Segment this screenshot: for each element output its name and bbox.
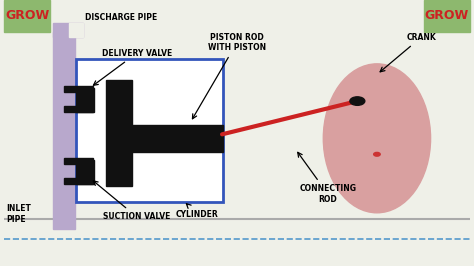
Text: DELIVERY VALVE: DELIVERY VALVE (93, 49, 172, 85)
Bar (76, 59, 223, 202)
Bar (424, 0, 470, 32)
Bar (53, 23, 83, 37)
Ellipse shape (323, 64, 430, 213)
Bar (132, 125, 223, 152)
Text: GROW: GROW (5, 10, 49, 22)
Bar (106, 80, 132, 186)
Bar (76, 160, 94, 184)
Text: SUCTION VALVE: SUCTION VALVE (93, 181, 170, 221)
Bar (64, 178, 93, 184)
Bar (64, 106, 93, 112)
Text: CONNECTING
ROD: CONNECTING ROD (298, 152, 356, 204)
Bar (64, 86, 93, 92)
Bar (69, 23, 83, 37)
Circle shape (350, 97, 365, 105)
Circle shape (374, 152, 380, 156)
Text: PISTON ROD
WITH PISTON: PISTON ROD WITH PISTON (192, 33, 266, 119)
Text: INLET
PIPE: INLET PIPE (6, 205, 31, 224)
Text: DISCHARGE PIPE: DISCHARGE PIPE (85, 13, 158, 22)
Bar (4, 0, 50, 32)
Text: GROW: GROW (425, 10, 469, 22)
Bar (64, 158, 93, 164)
Text: CRANK: CRANK (380, 33, 436, 72)
Text: CYLINDER: CYLINDER (176, 204, 219, 219)
Bar (76, 88, 94, 112)
Bar (53, 32, 75, 229)
